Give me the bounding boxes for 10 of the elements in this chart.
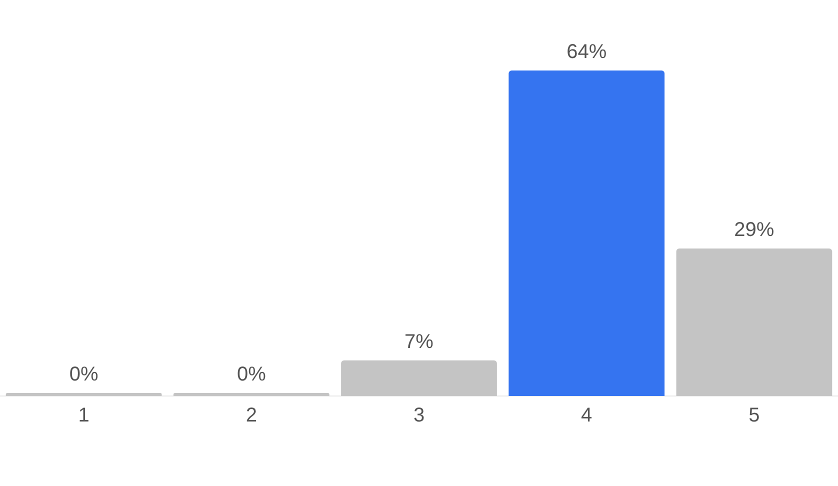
x-tick-label: 4 [581,404,592,427]
data-label: 64% [566,41,607,64]
x-tick-label: 1 [78,404,90,427]
data-label: 0% [236,364,266,386]
x-tick-label: 5 [748,404,760,427]
x-tick-label: 2 [246,404,257,427]
x-tick-label: 3 [413,404,425,427]
data-label: 29% [734,219,774,242]
data-label: 7% [404,330,434,353]
data-label: 0% [69,364,98,386]
